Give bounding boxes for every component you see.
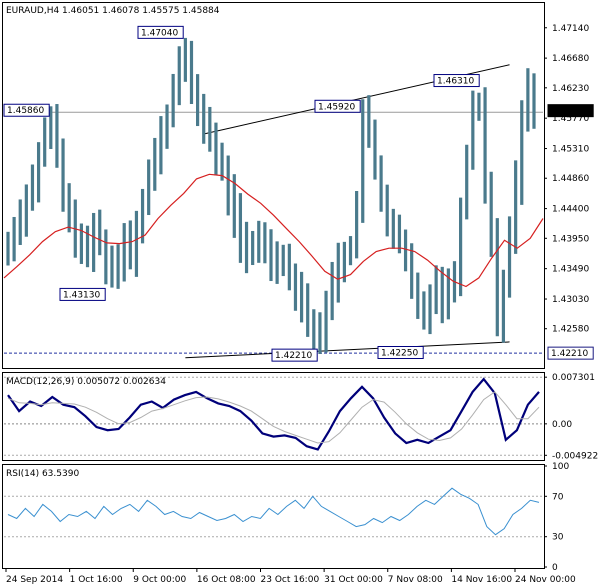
annotation-label-box [3, 103, 50, 117]
annotation-label-box [314, 99, 361, 113]
annotation-label: 1.43130 [63, 290, 100, 300]
time-tick-label: 16 Oct 08:00 [197, 575, 256, 585]
time-tick-label: 1 Oct 16:00 [70, 575, 123, 585]
support-axis-label-box [547, 346, 594, 360]
time-tick-label: 24 Nov 00:00 [515, 575, 576, 585]
time-tick-label: 23 Oct 16:00 [261, 575, 320, 585]
rsi-panel-frame [2, 464, 545, 569]
rsi-tick-label: 30 [552, 533, 564, 543]
last-price-label: 1.45884 [551, 107, 588, 117]
support-axis-label: 1.42210 [551, 349, 588, 359]
annotation-label-box [377, 346, 424, 359]
annotation-label-box [137, 25, 184, 39]
price-tick-label: 1.43490 [552, 265, 589, 275]
annotation-label: 1.42210 [275, 351, 312, 361]
rsi-tick-label: 100 [552, 462, 569, 472]
macd-header: MACD(12,26,9) 0.005072 0.002634 [6, 377, 166, 387]
macd-layer [4, 376, 543, 456]
price-tick-label: 1.45770 [552, 114, 589, 124]
macd-tick-label: 0.00 [552, 420, 572, 430]
price-axis: 1.47140 1.46680 1.46230 1.45770 1.45310 1.448… [544, 24, 589, 335]
annotation-label: 1.45920 [318, 102, 355, 112]
macd-panel-frame [2, 372, 545, 461]
price-tick-label: 1.44860 [552, 174, 589, 184]
price-tick-label: 1.42580 [552, 325, 589, 335]
time-axis: 24 Sep 2014 1 Oct 16:00 9 Oct 00:00 16 Oct … [5, 568, 576, 585]
price-tick-label: 1.46680 [552, 54, 589, 64]
rsi-header: RSI(14) 63.5390 [6, 469, 79, 479]
price-tick-label: 1.44400 [552, 205, 589, 215]
price-header: EURAUD,H4 1.46051 1.46078 1.45575 1.4588… [6, 6, 220, 16]
annotation-label: 1.46310 [437, 77, 474, 87]
macd-tick-label: 0.007301 [552, 373, 595, 383]
annotation-label: 1.47040 [141, 28, 178, 38]
time-tick-label: 14 Nov 16:00 [451, 575, 512, 585]
last-price-label-box [547, 104, 594, 118]
time-tick-label: 7 Nov 08:00 [388, 575, 443, 585]
macd-tick-label: -0.004922 [552, 451, 598, 461]
time-tick-label: 24 Sep 2014 [6, 575, 63, 585]
annotation-label: 1.45860 [7, 106, 44, 116]
price-annotations: 1.45884 1.42210 1.47040 1.43130 1.45920 1.463… [3, 25, 594, 362]
rsi-tick-label: 70 [552, 492, 564, 502]
annotation-label: 1.42250 [381, 349, 418, 359]
price-tick-label: 1.43030 [552, 295, 589, 305]
moving-average-line [3, 173, 544, 288]
price-layer [3, 37, 544, 359]
annotation-label-box [433, 74, 480, 88]
price-tick-label: 1.46230 [552, 84, 589, 94]
price-tick-label: 1.43950 [552, 234, 589, 244]
price-panel-frame [2, 2, 545, 369]
rsi-layer [4, 487, 543, 538]
lower-trend-line [185, 341, 510, 359]
price-tick-label: 1.47140 [552, 24, 589, 34]
annotation-label-box [59, 287, 106, 301]
rsi-line [7, 487, 540, 536]
rsi-tick-label: 0 [552, 563, 558, 573]
time-tick-label: 9 Oct 00:00 [133, 575, 186, 585]
time-tick-label: 31 Oct 00:00 [324, 575, 383, 585]
macd-signal-line [7, 391, 540, 444]
macd-line [7, 377, 540, 451]
annotation-label-box [271, 348, 318, 362]
rsi-axis: 100 70 30 0 [544, 462, 569, 573]
macd-axis: 0.007301 0.00 -0.004922 [544, 373, 598, 461]
price-tick-label: 1.45310 [552, 145, 589, 155]
